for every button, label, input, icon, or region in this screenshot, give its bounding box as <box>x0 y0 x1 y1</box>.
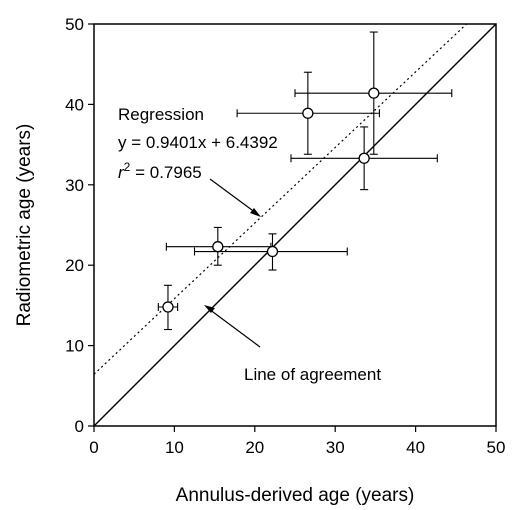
agreement-arrow <box>204 305 261 348</box>
error-bars <box>157 31 453 331</box>
data-point <box>302 107 314 119</box>
regression-arrow <box>209 178 261 217</box>
r-symbol: r <box>118 163 125 182</box>
plot-frame <box>93 23 497 427</box>
r-exponent: 2 <box>124 160 131 174</box>
x-axis-title: Annulus-derived age (years) <box>176 485 415 506</box>
data-point <box>212 241 224 253</box>
agreement-line <box>93 23 497 427</box>
data-point <box>162 301 174 313</box>
y-tick-label: 50 <box>65 15 84 34</box>
y-tick-label: 20 <box>65 256 84 275</box>
y-tick-label: 40 <box>65 95 84 114</box>
data-point <box>358 152 370 164</box>
y-axis-title: Radiometric age (years) <box>14 124 35 327</box>
r-squared-label: r2 = 0.7965 <box>118 160 202 182</box>
y-tick-label: 0 <box>75 417 84 436</box>
x-tick-label: 50 <box>487 438 506 457</box>
y-tick-label: 30 <box>65 176 84 195</box>
x-tick-label: 40 <box>406 438 425 457</box>
r-squared-value: = 0.7965 <box>130 163 201 182</box>
data-point <box>266 245 279 258</box>
data-point <box>368 87 380 99</box>
regression-line <box>93 23 467 375</box>
agreement-label: Line of agreement <box>244 365 381 384</box>
data-points <box>162 87 380 313</box>
regression-equation: y = 0.9401x + 6.4392 <box>118 133 278 152</box>
x-tick-label: 10 <box>165 438 184 457</box>
x-tick-label: 20 <box>245 438 264 457</box>
x-tick-label: 0 <box>89 438 98 457</box>
y-tick-label: 10 <box>65 337 84 356</box>
axis-ticks: 0 10 20 30 40 50 0 10 20 30 40 50 <box>65 15 505 457</box>
regression-label: Regression <box>118 105 204 124</box>
x-tick-label: 30 <box>326 438 345 457</box>
